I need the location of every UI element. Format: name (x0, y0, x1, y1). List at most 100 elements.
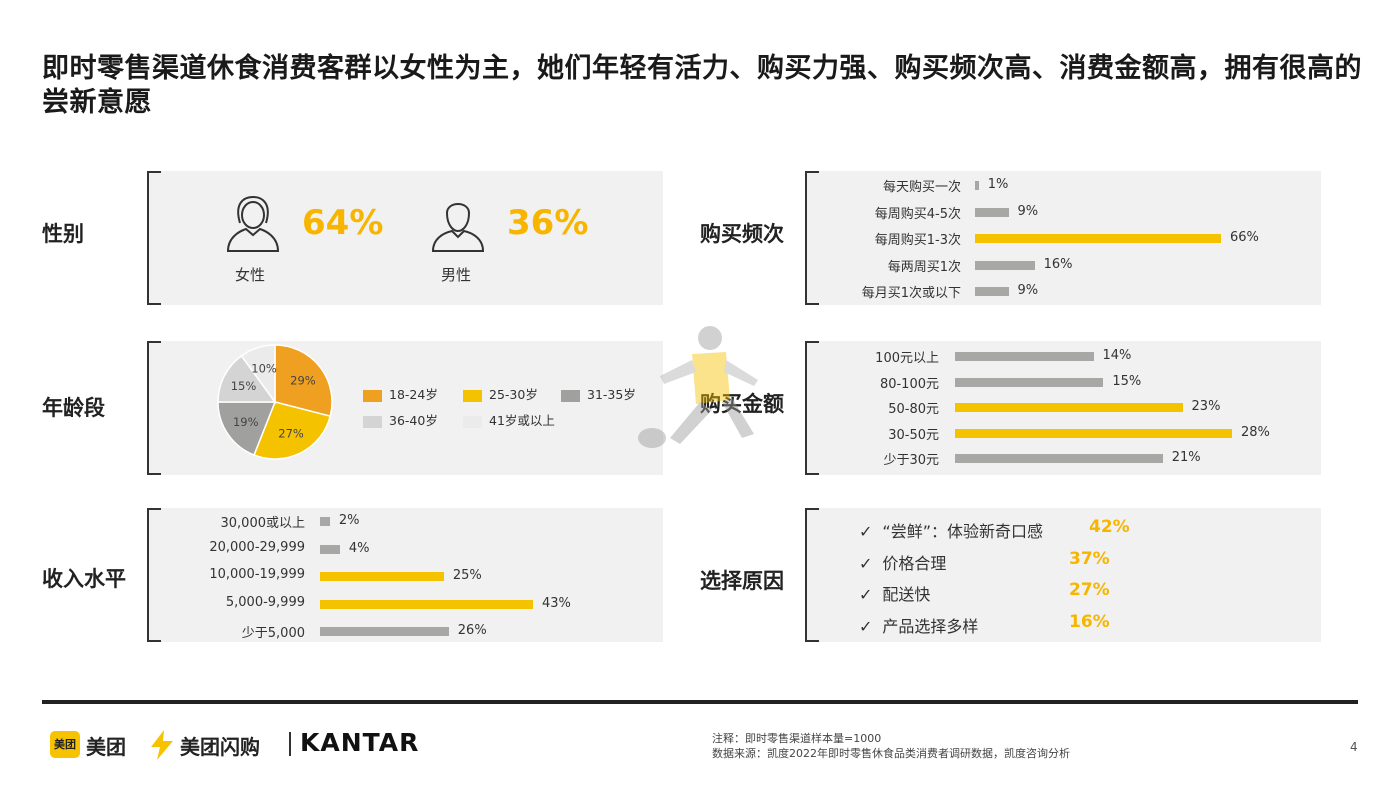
legend-swatch (363, 415, 382, 428)
bar (955, 403, 1183, 412)
female-person-icon (226, 195, 280, 252)
legend-label: 36-40岁 (389, 413, 438, 428)
bar-category-label: 每天购买一次 (882, 180, 961, 195)
runner-illustration (638, 326, 758, 448)
legend-item: 25-30岁 (463, 384, 538, 403)
bar-value-label: 25% (452, 568, 482, 583)
reason-item: ✓ 产品选择多样 (859, 613, 978, 637)
bar-value-label: 14% (1102, 348, 1132, 363)
lightning-icon (151, 730, 173, 760)
bar-category-label: 每周购买4-5次 (874, 206, 961, 222)
checkmark-icon: ✓ (859, 616, 873, 636)
meituan-logo-icon: 美团 (50, 731, 80, 758)
bar (955, 428, 1232, 438)
label-gender: 性别 (42, 222, 84, 246)
legend-item: 31-35岁 (561, 384, 636, 403)
pie-slice-label: 15% (231, 379, 257, 393)
reason-text: 价格合理 (882, 553, 947, 573)
bar (975, 287, 1009, 296)
label-age: 年龄段 (42, 396, 105, 420)
legend-item: 36-40岁 (363, 410, 438, 429)
legend-item: 41岁或以上 (463, 410, 555, 429)
bar (955, 454, 1163, 463)
bar (955, 377, 1104, 387)
bar-category-label: 50-80元 (888, 402, 939, 417)
checkmark-icon: ✓ (859, 585, 873, 604)
bracket (147, 341, 161, 475)
bar-category-label: 20,000-29,999 (209, 539, 305, 555)
bar-value-label: 1% (987, 177, 1009, 192)
bar-value-label: 15% (1112, 373, 1142, 389)
bracket (147, 508, 161, 642)
gender-panel: 64% 女性 36% 男性 (147, 171, 663, 305)
bar-category-label: 每月买1次或以下 (861, 286, 961, 301)
pie-slice-label: 19% (233, 415, 259, 429)
reason-text: 配送快 (882, 585, 931, 604)
bar-category-label: 100元以上 (875, 351, 939, 366)
bar-category-label: 5,000-9,999 (225, 594, 305, 610)
legend-label: 18-24岁 (389, 387, 438, 402)
bracket (805, 341, 819, 475)
reason-item: ✓ 价格合理 (859, 550, 946, 574)
page-number: 4 (1350, 740, 1358, 754)
reason-text: “尝鲜”：体验新奇口感 (882, 522, 1043, 541)
bar (320, 627, 449, 636)
legend-swatch (463, 415, 482, 428)
bar (320, 517, 330, 526)
bar-category-label: 少于5,000 (241, 626, 305, 641)
reason-percent: 16% (1069, 611, 1110, 632)
reason-item: ✓ 配送快 (859, 581, 930, 605)
reason-item: ✓ “尝鲜”：体验新奇口感 (859, 518, 1043, 542)
pie-slice-label: 29% (290, 373, 316, 387)
legend-label: 31-35岁 (587, 387, 636, 402)
legend-label: 25-30岁 (489, 387, 538, 402)
male-label: 男性 (441, 266, 472, 284)
male-percent: 36% (507, 203, 589, 243)
bracket (805, 171, 819, 305)
age-panel: 29% 27% 19% 15% 10% 18-24岁 25-30岁 31-35岁 36-40岁… (147, 341, 663, 475)
pie-slice (240, 344, 276, 405)
income-panel: 30,000或以上 2% 20,000-29,999 4% 10,000-19,999 2… (147, 508, 663, 642)
label-income: 收入水平 (42, 567, 126, 591)
footnote-sample: 注释：即时零售渠道样本量=1000 (712, 732, 882, 745)
page-title: 即时零售渠道休食消费客群以女性为主，她们年轻有活力、购买力强、购买频次高、消费金… (42, 53, 1362, 118)
bar (320, 572, 444, 581)
amount-panel: 100元以上 14% 80-100元 15% 50-80元 23% 30-50元 28% 少于3… (805, 341, 1321, 475)
bar-category-label: 每两周买1次 (887, 259, 961, 275)
bar (975, 234, 1221, 243)
meituan-logo-text: 美团 (86, 735, 126, 759)
pie-slice (217, 354, 277, 403)
label-frequency: 购买频次 (700, 222, 784, 246)
legend-label: 41岁或以上 (489, 413, 555, 428)
footer-divider (42, 700, 1358, 704)
reason-panel: ✓ “尝鲜”：体验新奇口感 42% ✓ 价格合理 37% ✓ 配送快 27% ✓ 产品选择多样 16% (805, 508, 1321, 642)
footnote-source: 数据来源：凯度2022年即时零售休食品类消费者调研数据，凯度咨询分析 (712, 747, 1070, 760)
bar-category-label: 每周购买1-3次 (874, 233, 961, 248)
bar (975, 207, 1009, 217)
male-person-icon (431, 203, 485, 252)
bar-category-label: 30,000或以上 (220, 516, 306, 531)
bar-category-label: 少于30元 (883, 453, 939, 468)
bar-value-label: 16% (1043, 256, 1073, 272)
reason-percent: 42% (1089, 517, 1130, 537)
label-amount: 购买金额 (700, 392, 784, 416)
meituan-shangou-logo-text: 美团闪购 (180, 735, 260, 759)
pie-slice-label: 10% (251, 361, 277, 375)
logo-separator (289, 732, 291, 756)
kantar-logo: KANTAR (300, 728, 420, 757)
bar (320, 544, 340, 554)
bar-value-label: 9% (1017, 203, 1039, 219)
bar-value-label: 23% (1191, 399, 1221, 414)
bracket (147, 171, 161, 305)
female-percent: 64% (302, 203, 384, 243)
reason-percent: 27% (1069, 580, 1110, 600)
bar (320, 599, 533, 609)
reason-text: 产品选择多样 (882, 616, 979, 636)
bar-category-label: 80-100元 (879, 376, 939, 392)
bar-value-label: 4% (348, 540, 370, 556)
bar-value-label: 66% (1230, 230, 1259, 245)
bar-category-label: 10,000-19,999 (209, 567, 305, 582)
bar-value-label: 21% (1171, 450, 1201, 465)
legend-item: 18-24岁 (363, 384, 438, 403)
bar-category-label: 30-50元 (888, 427, 939, 443)
